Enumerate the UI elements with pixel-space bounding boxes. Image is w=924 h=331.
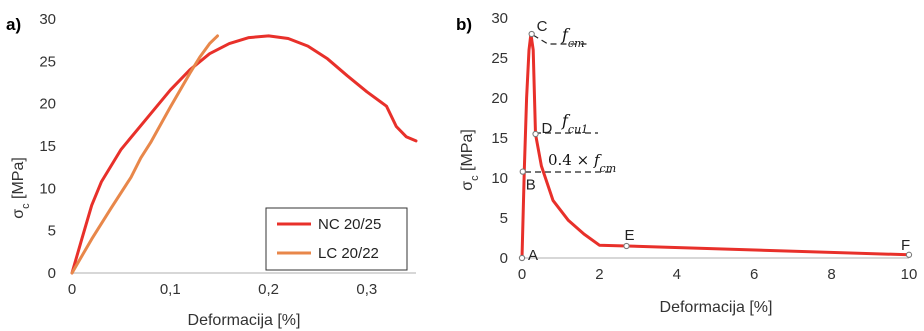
x-ticks-b: 0 2 4 6 8 10: [518, 266, 918, 283]
x-tick-label-a-2: 0,2: [258, 281, 279, 298]
x-ticks-a: 0 0,1 0,2 0,3: [68, 281, 377, 298]
point-label-e: E: [624, 227, 634, 244]
series-b: [520, 32, 911, 260]
point-label-f: F: [901, 237, 910, 254]
y-tick-label-b-0: 0: [500, 250, 508, 267]
point-marker-b: [519, 168, 526, 175]
panel-label-a: a): [6, 15, 21, 34]
x-tick-label-a-1: 0,1: [160, 281, 181, 298]
y-tick-label-a-5: 25: [39, 53, 56, 70]
legend-a: NC 20/25 LC 20/22: [265, 207, 408, 271]
point-label-d: D: [542, 120, 553, 137]
y-tick-label-b-3: 15: [491, 130, 508, 147]
series-a: [70, 34, 418, 275]
point-label-b: B: [526, 177, 536, 194]
x-tick-label-b-3: 6: [750, 266, 758, 283]
legend-box: [265, 207, 408, 271]
y-tick-label-a-6: 30: [39, 11, 56, 28]
y-tick-label-a-4: 20: [39, 96, 56, 113]
annotation-fcu1: fcu1: [561, 111, 588, 136]
annotation-lines-b: [525, 34, 612, 173]
annotation-fcm: fcm: [561, 25, 585, 50]
x-tick-label-b-0: 0: [518, 266, 526, 283]
y-tick-label-b-4: 20: [491, 90, 508, 107]
x-tick-label-b-2: 4: [673, 266, 681, 283]
y-tick-label-a-2: 10: [39, 180, 56, 197]
series-line-b-0: [520, 32, 911, 260]
y-tick-label-b-1: 5: [500, 210, 508, 227]
x-tick-label-b-1: 2: [595, 266, 603, 283]
point-marker-e: [623, 242, 630, 250]
x-tick-label-a-0: 0: [68, 281, 76, 298]
series-line-a-0: [70, 34, 418, 275]
y-tick-label-a-3: 15: [39, 138, 56, 155]
y-tick-label-a-0: 0: [48, 265, 56, 282]
point-marker-c: [528, 30, 535, 38]
point-marker-f: [905, 251, 913, 258]
points-b: A B C D E F: [518, 18, 913, 264]
x-axis-label-b: Deformacija [%]: [660, 299, 773, 316]
legend-label-lc: LC 20/22: [318, 245, 379, 262]
point-label-a: A: [528, 247, 538, 264]
y-tick-label-b-2: 10: [491, 170, 508, 187]
y-axis-label-b: σc [MPa]: [459, 129, 481, 191]
x-tick-label-b-4: 8: [827, 266, 835, 283]
point-label-c: C: [537, 18, 548, 35]
fcm-leader: [532, 34, 590, 45]
panel-a: a) 0 0,1 0,2 0,3 0 5 10 15 20 25 30 Deformacija […: [6, 11, 418, 329]
series-line-a-1: [70, 34, 219, 275]
legend-label-nc: NC 20/25: [318, 216, 381, 233]
y-tick-label-b-6: 30: [491, 10, 508, 27]
y-tick-label-a-1: 5: [48, 223, 56, 240]
y-ticks-a: 0 5 10 15 20 25 30: [39, 11, 56, 282]
x-tick-label-b-5: 10: [901, 266, 918, 283]
y-ticks-b: 0 5 10 15 20 25 30: [491, 10, 508, 267]
point-marker-a: [518, 254, 526, 262]
panel-label-b: b): [456, 15, 472, 34]
x-tick-label-a-3: 0,3: [356, 281, 377, 298]
point-marker-d: [532, 130, 539, 138]
annotation-frac-fcm: 0.4 × fcm: [548, 151, 616, 175]
y-tick-label-b-5: 25: [491, 50, 508, 67]
x-axis-label-a: Deformacija [%]: [188, 312, 301, 329]
y-axis-label-a: σc [MPa]: [10, 157, 32, 219]
